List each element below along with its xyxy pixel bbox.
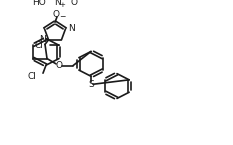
Text: −: − <box>59 12 65 21</box>
Text: N: N <box>54 0 60 7</box>
Text: Cl: Cl <box>34 41 43 50</box>
Text: N: N <box>69 25 75 33</box>
Text: O: O <box>52 10 59 19</box>
Text: S: S <box>88 80 94 89</box>
Text: O: O <box>55 61 62 70</box>
Text: N: N <box>39 35 45 44</box>
Text: Cl: Cl <box>27 72 36 81</box>
Text: +: + <box>59 2 65 8</box>
Text: O: O <box>71 0 78 7</box>
Text: HO: HO <box>32 0 46 7</box>
